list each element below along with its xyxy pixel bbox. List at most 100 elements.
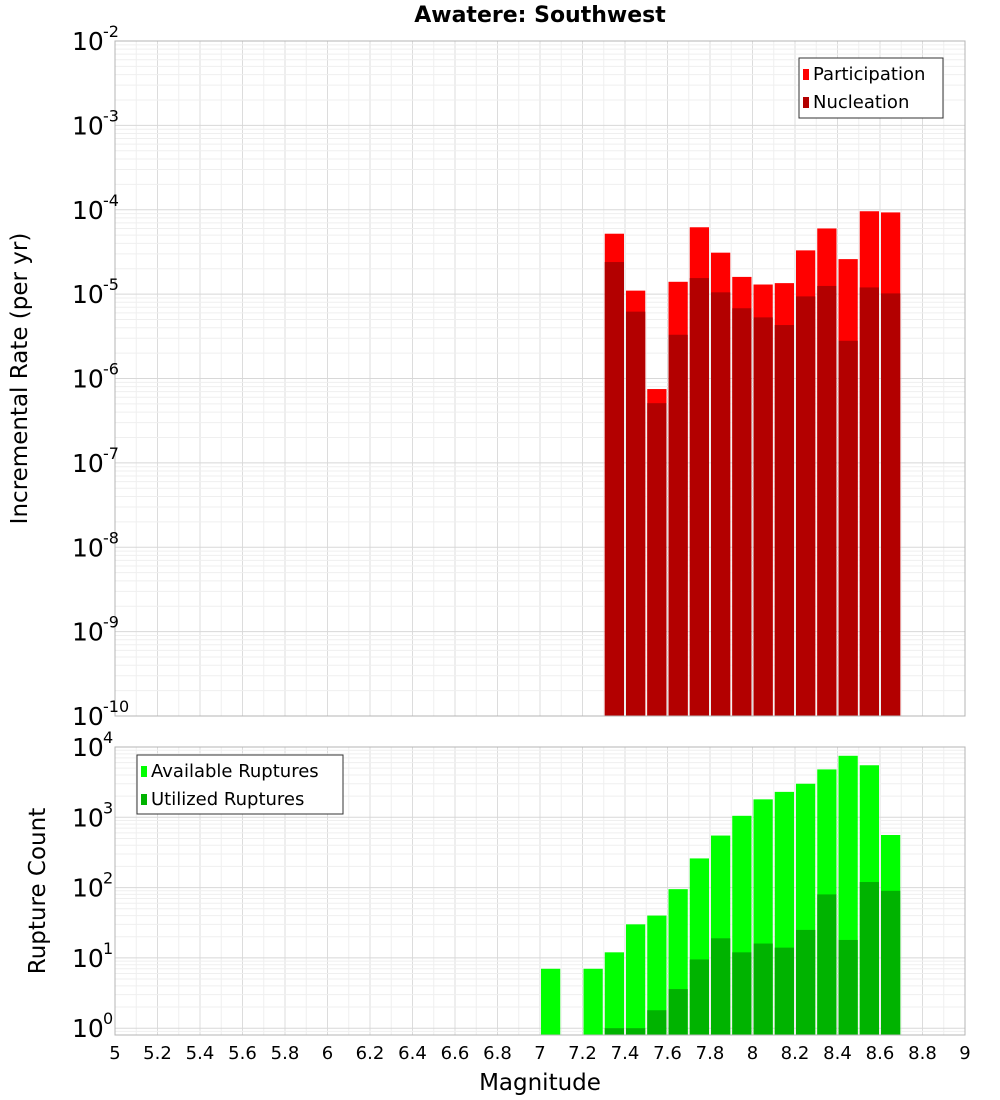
rate-bar-b [753,317,773,716]
x-tick-label: 7.2 [568,1043,597,1064]
x-tick-label: 6.4 [398,1043,427,1064]
legend-count-swatch [141,766,147,777]
count-bar-b [668,989,688,1035]
y-tick-exponent: -8 [103,528,119,547]
count-bar-a [647,915,667,1035]
rate-bar-b [604,262,624,716]
y-tick-label: 10 [72,944,104,973]
bottom-plot-frame [114,746,966,1036]
rate-bar-b [796,296,816,716]
x-tick-label: 6.8 [483,1043,512,1064]
x-tick-label: 7 [534,1043,545,1064]
count-bar-b [838,939,858,1035]
rate-bar-b [626,311,646,716]
rate-bar-b [732,308,752,716]
y-axis-label-bottom: Rupture Count [25,808,51,974]
count-bar-a [604,952,624,1035]
y-tick-exponent: -7 [103,444,119,463]
y-tick-label: 10 [72,1014,104,1043]
rate-bar-b [647,403,667,716]
x-tick-label: 6.2 [356,1043,385,1064]
x-tick-label: 9 [959,1043,970,1064]
legend-count-swatch [141,794,147,805]
y-tick-label: 10 [72,874,104,903]
count-bar-b [647,1010,667,1035]
legend-rate-swatch [803,69,809,80]
legend-rate-label: Participation [813,64,925,85]
legend-rate-swatch [803,97,809,108]
y-axis-label-top: Incremental Rate (per yr) [7,233,33,525]
y-tick-exponent: 1 [103,939,113,958]
rate-bar-b [859,287,879,716]
legend-rate-label: Nucleation [813,92,909,113]
y-tick-label: 10 [72,702,104,731]
x-tick-label: 7.6 [653,1043,682,1064]
y-tick-exponent: 2 [103,869,113,888]
y-tick-label: 10 [72,27,104,56]
y-tick-label: 10 [72,618,104,647]
count-bar-a [626,924,646,1035]
x-tick-label: 5.4 [186,1043,215,1064]
legend-count-label: Utilized Ruptures [151,789,304,810]
count-bar-b [711,938,731,1035]
rate-bar-b [668,334,688,716]
x-tick-label: 6.6 [441,1043,470,1064]
count-bar-a [583,968,603,1035]
x-axis-label: Magnitude [479,1070,601,1096]
y-tick-exponent: 4 [103,728,113,747]
legend-count-label: Available Ruptures [151,761,319,782]
x-tick-label: 8.4 [823,1043,852,1064]
count-bar-b [817,894,837,1035]
legend-rate-box [798,57,944,119]
rate-bar-b [711,292,731,716]
y-tick-label: 10 [72,449,104,478]
rate-bar-b [881,293,901,716]
top-plot-frame [114,40,966,717]
y-tick-exponent: -2 [103,22,119,41]
count-bar-a [541,968,561,1035]
y-tick-exponent: -10 [103,697,129,716]
rate-bar-b [774,325,794,716]
y-tick-label: 10 [72,803,104,832]
count-bar-b [604,1028,624,1035]
chart-title: Awatere: Southwest [414,3,666,28]
count-bar-b [859,882,879,1035]
x-tick-label: 5 [109,1043,120,1064]
y-tick-label: 10 [72,533,104,562]
y-tick-label: 10 [72,111,104,140]
x-tick-label: 5.2 [143,1043,172,1064]
y-tick-label: 10 [72,196,104,225]
x-tick-label: 8.2 [781,1043,810,1064]
count-bar-b [689,959,709,1035]
y-tick-exponent: -9 [103,613,119,632]
x-tick-label: 8.8 [908,1043,937,1064]
rate-bar-b [838,340,858,716]
x-tick-label: 8.6 [866,1043,895,1064]
count-bar-b [732,952,752,1035]
x-tick-label: 5.8 [271,1043,300,1064]
y-tick-exponent: -3 [103,106,119,125]
y-tick-exponent: -4 [103,191,119,210]
x-tick-label: 5.6 [228,1043,257,1064]
count-bar-b [753,943,773,1035]
count-bar-b [626,1028,646,1035]
y-tick-label: 10 [72,365,104,394]
y-tick-exponent: 0 [103,1009,113,1028]
x-tick-label: 7.8 [696,1043,725,1064]
count-bar-b [881,890,901,1035]
y-tick-label: 10 [72,280,104,309]
y-tick-exponent: 3 [103,798,113,817]
y-tick-exponent: -6 [103,360,119,379]
rate-bar-b [689,278,709,716]
x-tick-label: 7.4 [611,1043,640,1064]
count-bar-b [774,947,794,1035]
x-tick-label: 6 [322,1043,333,1064]
x-tick-label: 8 [747,1043,758,1064]
count-bar-b [796,929,816,1035]
rate-bar-b [817,285,837,716]
legend-count-box [136,754,344,815]
y-tick-exponent: -5 [103,275,119,294]
y-tick-label: 10 [72,733,104,762]
